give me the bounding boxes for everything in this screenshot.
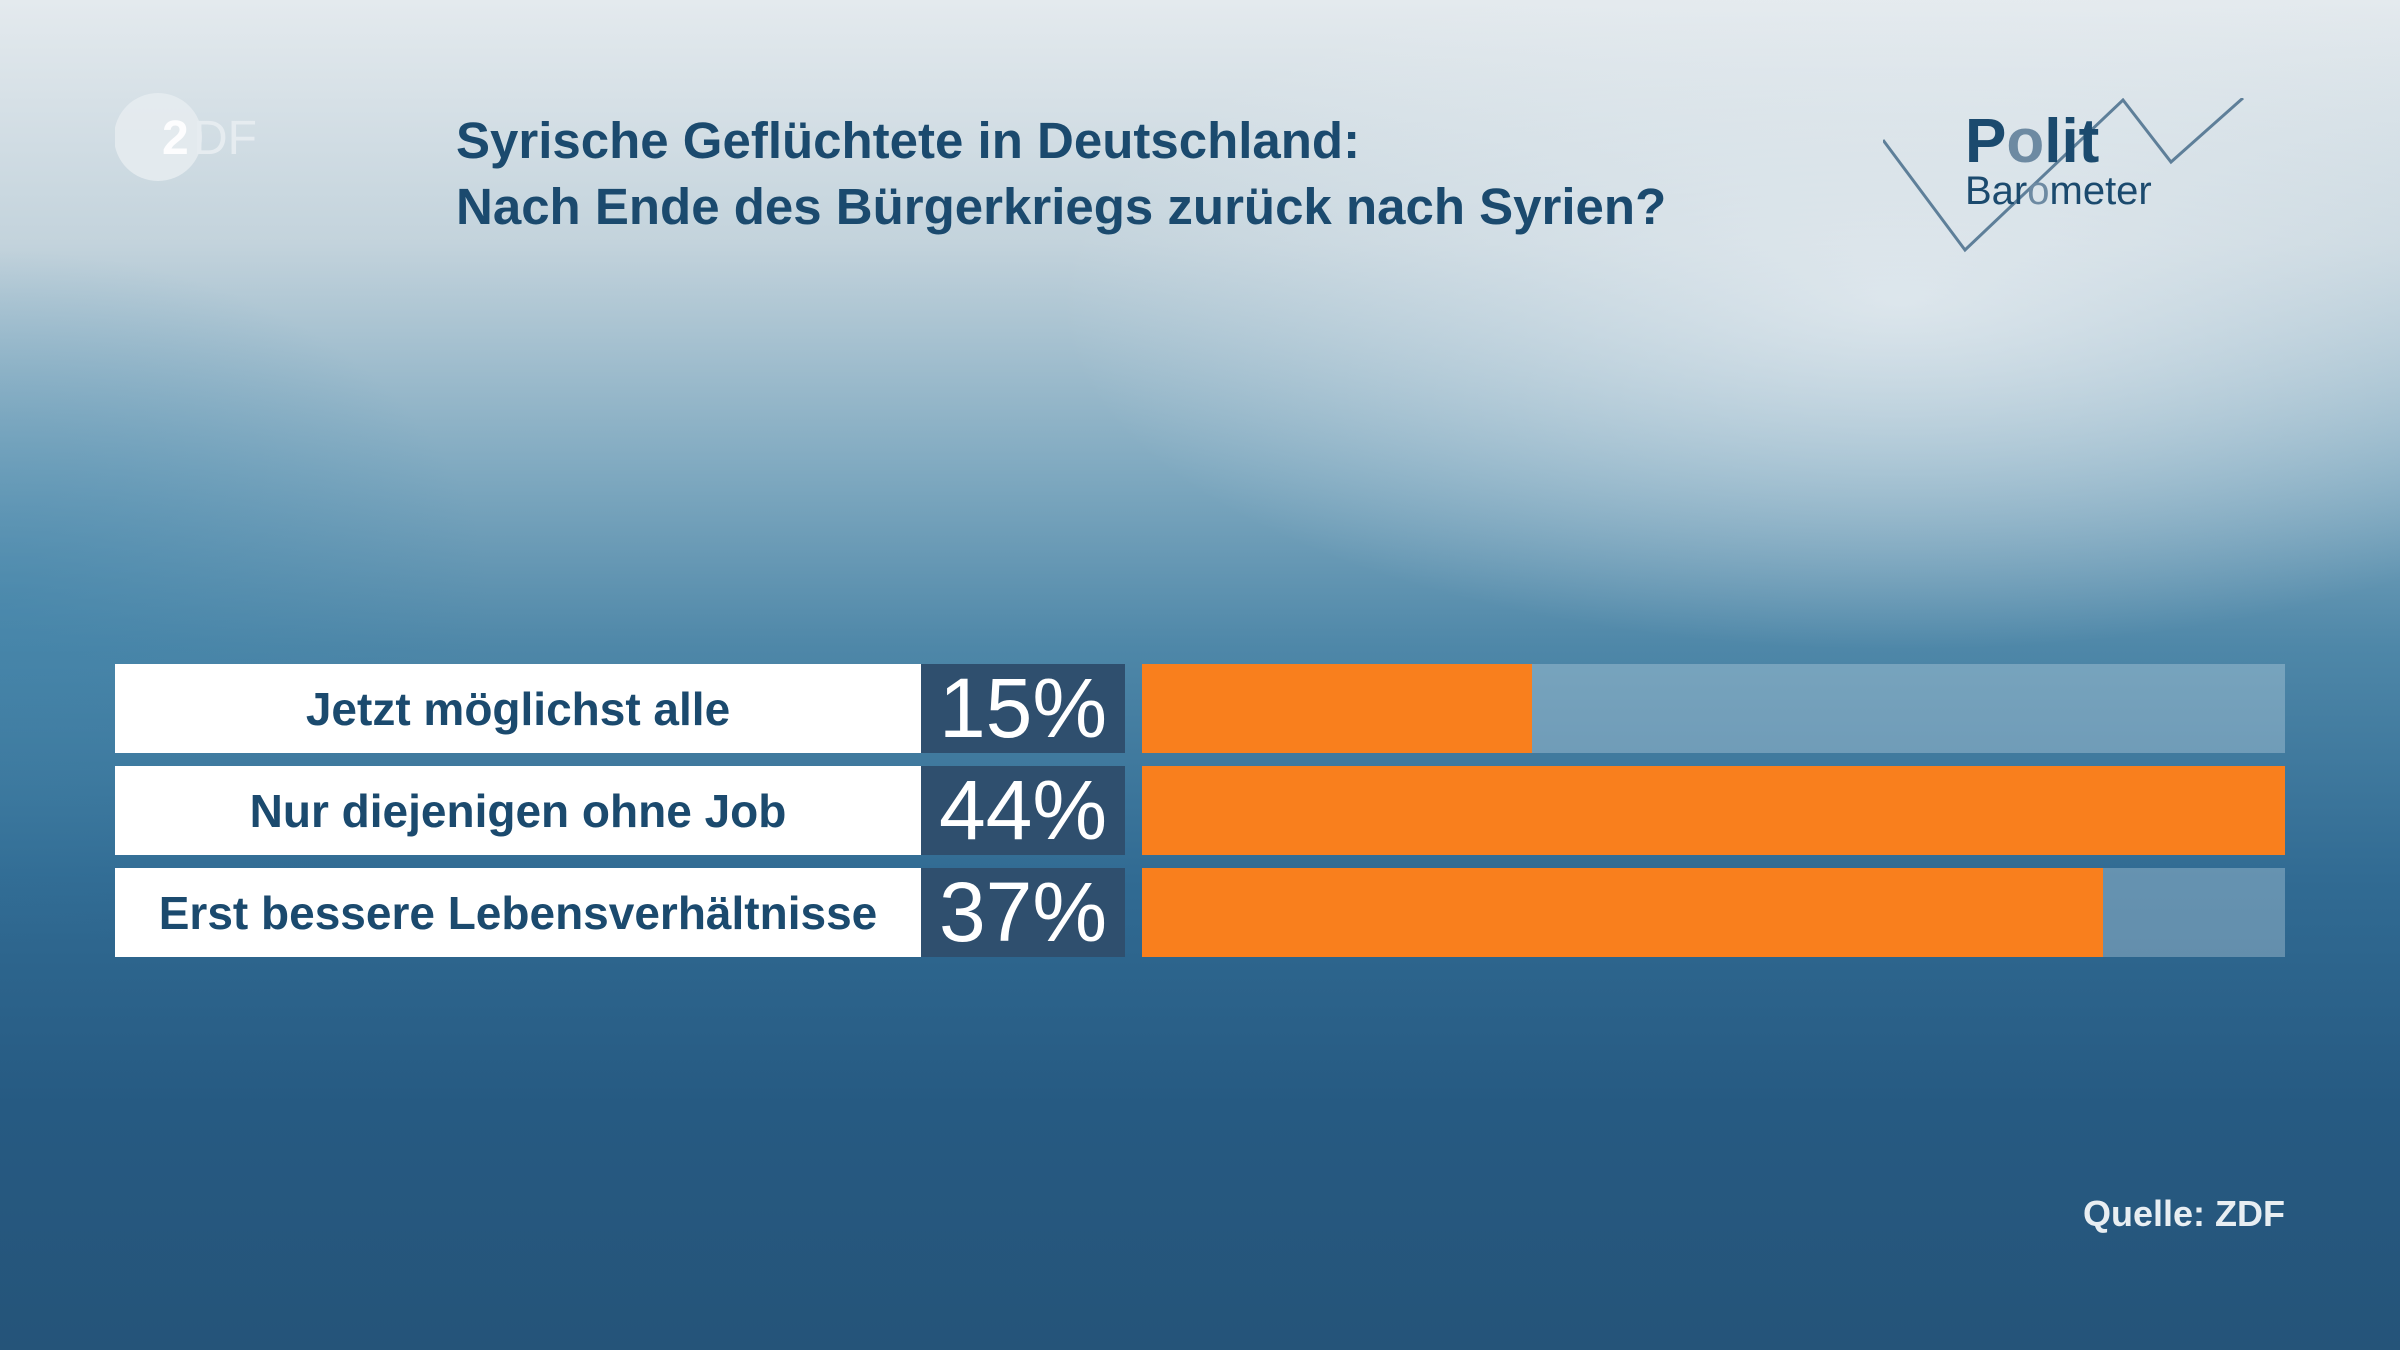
svg-text:2: 2 [162, 112, 189, 165]
bar-track [1142, 664, 2285, 753]
value-label: 44% [921, 763, 1125, 857]
svg-text:Polit: Polit [1965, 107, 2099, 176]
zdf-logo: 2 DF [115, 93, 257, 181]
title-line-2: Nach Ende des Bürgerkriegs zurück nach S… [456, 178, 1667, 235]
category-label: Nur diejenigen ohne Job [115, 766, 921, 855]
bar-row: Jetzt möglichst alle 15% [115, 661, 2285, 755]
svg-text:DF: DF [193, 112, 257, 165]
bar [1142, 868, 2104, 957]
bar-row: Erst bessere Lebensverhältnisse 37% [115, 865, 2285, 959]
bar [1142, 766, 2285, 855]
source-note: Quelle: ZDF [2082, 1193, 2285, 1234]
bar-row: Nur diejenigen ohne Job 44% [115, 763, 2285, 857]
title-line-1: Syrische Geflüchtete in Deutschland: [456, 112, 1361, 169]
category-label: Erst bessere Lebensverhältnisse [115, 868, 921, 957]
value-label: 37% [921, 865, 1125, 959]
bar-track [1142, 766, 2285, 855]
politbarometer-logo: Polit Barometer [1883, 98, 2244, 253]
value-label: 15% [921, 661, 1125, 755]
bar-track [1142, 868, 2285, 957]
category-label: Jetzt möglichst alle [115, 664, 921, 753]
svg-text:Barometer: Barometer [1965, 169, 2152, 213]
chart-title: Syrische Geflüchtete in Deutschland: Nac… [456, 108, 1666, 240]
bar [1142, 664, 1532, 753]
